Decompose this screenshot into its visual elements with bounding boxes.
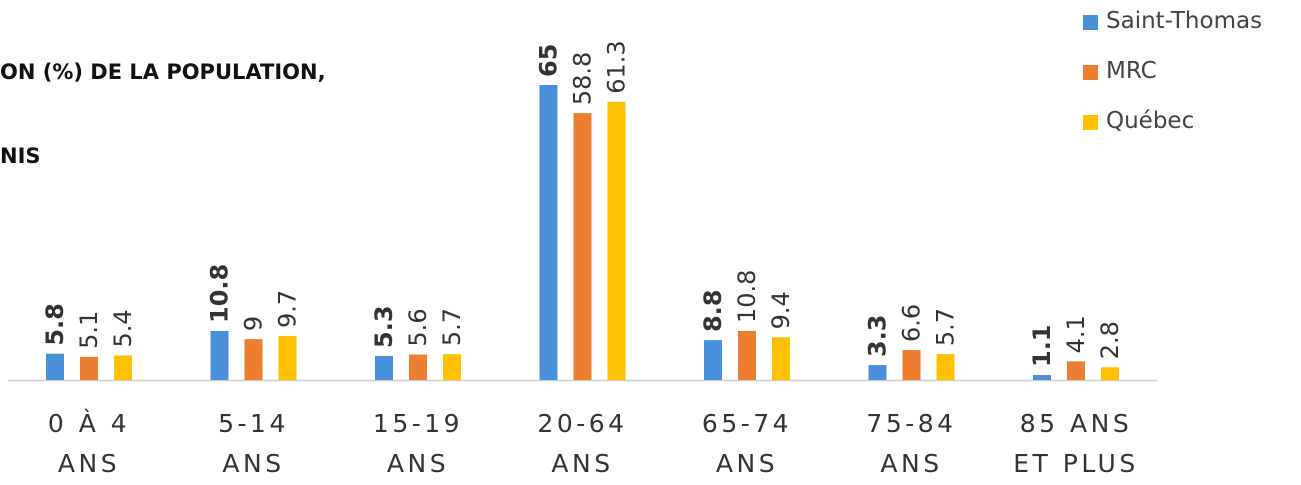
category-label-2-0: 15-19 — [373, 409, 463, 438]
bar-5-0 — [868, 365, 887, 380]
bar-3-0 — [539, 85, 558, 380]
data-label-4-2: 9.4 — [767, 291, 795, 329]
data-label-5-0: 3.3 — [864, 315, 892, 358]
bar-6-1 — [1067, 361, 1085, 380]
data-label-4-0: 8.8 — [699, 290, 727, 333]
data-label-5-2: 5.7 — [932, 308, 960, 346]
legend-label-saint-thomas: Saint-Thomas — [1106, 8, 1263, 34]
data-label-2-2: 5.7 — [438, 308, 466, 346]
legend-label-mrc: MRC — [1106, 58, 1157, 84]
category-label-3-0: 20-64 — [537, 409, 627, 438]
bar-2-2 — [443, 354, 461, 380]
bar-4-0 — [704, 340, 722, 380]
data-label-1-0: 10.8 — [206, 264, 234, 323]
category-label-0-0: 0 À 4 — [48, 409, 130, 438]
category-label-4-0: 65-74 — [702, 409, 792, 438]
category-label-4-1: ANS — [716, 449, 778, 478]
category-label-5-1: ANS — [880, 449, 942, 478]
legend-swatch-mrc — [1083, 65, 1098, 80]
data-label-2-1: 5.6 — [404, 308, 432, 346]
bar-3-2 — [607, 101, 626, 381]
bar-0-0 — [46, 353, 64, 380]
legend-swatch-saint-thomas — [1083, 15, 1098, 30]
category-label-3-1: ANS — [551, 449, 613, 478]
data-label-1-2: 9.7 — [274, 290, 302, 328]
bar-1-1 — [244, 339, 263, 380]
category-label-1-0: 5-14 — [218, 409, 289, 438]
chart-title: ON (%) DE LA POPULATION, NIS — [0, 2, 326, 198]
category-label-2-1: ANS — [387, 449, 449, 478]
category-label-6-0: 85 ANS — [1020, 409, 1132, 438]
bar-4-2 — [772, 337, 790, 380]
data-label-6-0: 1.1 — [1028, 324, 1056, 367]
bar-5-2 — [936, 354, 955, 380]
bar-1-0 — [210, 330, 229, 380]
data-label-0-0: 5.8 — [41, 303, 69, 346]
data-label-3-0: 65 — [535, 44, 563, 77]
bar-3-1 — [573, 113, 592, 380]
data-label-3-1: 58.8 — [569, 52, 597, 105]
bar-6-0 — [1033, 375, 1051, 380]
legend-label-quebec: Québec — [1106, 108, 1195, 134]
chart-title-line-1: ON (%) DE LA POPULATION, — [0, 60, 326, 84]
bar-6-2 — [1101, 367, 1119, 380]
bar-4-1 — [738, 330, 756, 380]
chart-title-line-2: NIS — [0, 144, 41, 168]
data-label-6-1: 4.1 — [1062, 315, 1090, 353]
data-label-5-1: 6.6 — [898, 304, 926, 342]
data-label-4-1: 10.8 — [733, 270, 761, 323]
data-label-0-1: 5.1 — [75, 311, 103, 349]
bar-0-2 — [114, 355, 132, 380]
data-label-6-2: 2.8 — [1096, 321, 1124, 359]
data-label-3-2: 61.3 — [603, 40, 631, 93]
bar-0-1 — [80, 356, 98, 380]
data-label-2-0: 5.3 — [370, 305, 398, 348]
category-label-6-1: ET PLUS — [1013, 449, 1138, 478]
data-label-1-1: 9 — [240, 316, 268, 331]
bar-1-2 — [278, 335, 297, 380]
legend-swatch-quebec — [1083, 115, 1098, 130]
category-label-1-1: ANS — [222, 449, 284, 478]
bar-5-1 — [902, 350, 921, 380]
category-label-5-0: 75-84 — [866, 409, 956, 438]
data-label-0-2: 5.4 — [109, 309, 137, 347]
bar-2-1 — [409, 354, 427, 380]
category-label-0-1: ANS — [58, 449, 120, 478]
bar-2-0 — [375, 355, 393, 380]
